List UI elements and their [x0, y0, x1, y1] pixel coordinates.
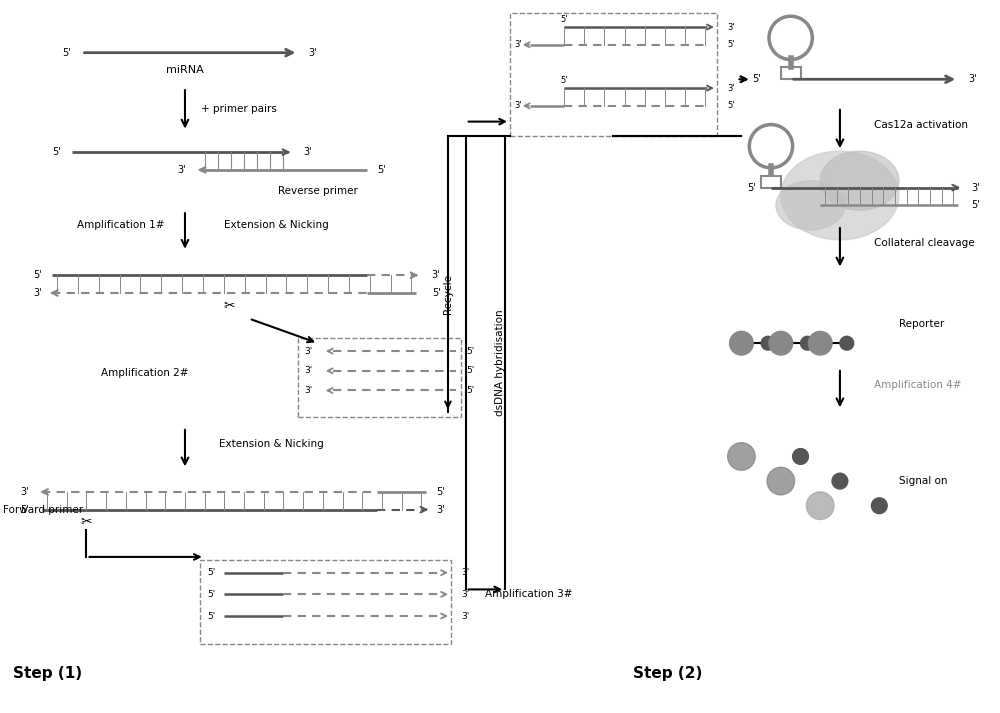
- Text: dsDNA hybridisation: dsDNA hybridisation: [495, 309, 505, 416]
- Text: Extension & Nicking: Extension & Nicking: [224, 220, 329, 230]
- FancyBboxPatch shape: [298, 338, 461, 417]
- Text: 3': 3': [304, 386, 312, 395]
- Text: 3': 3': [462, 590, 470, 599]
- Circle shape: [728, 443, 755, 471]
- Circle shape: [761, 337, 775, 350]
- Text: 3': 3': [972, 183, 980, 193]
- Text: 5': 5': [62, 48, 71, 58]
- Text: 5': 5': [560, 15, 568, 24]
- Text: miRNA: miRNA: [166, 66, 204, 76]
- Text: Forward primer: Forward primer: [3, 505, 83, 515]
- Bar: [781, 68, 801, 79]
- Circle shape: [730, 332, 753, 355]
- Circle shape: [840, 337, 854, 350]
- Circle shape: [767, 467, 795, 495]
- Text: Extension & Nicking: Extension & Nicking: [219, 438, 324, 448]
- Text: Step (1): Step (1): [13, 666, 82, 681]
- Text: Amplification 4#: Amplification 4#: [874, 379, 962, 389]
- Text: 3': 3': [437, 505, 445, 515]
- Text: 3': 3': [309, 48, 317, 58]
- Text: 5': 5': [437, 487, 445, 497]
- Text: 5': 5': [466, 366, 475, 375]
- Text: 3': 3': [728, 83, 735, 93]
- Text: 5': 5': [560, 76, 568, 85]
- Text: 5': 5': [752, 74, 761, 84]
- Text: Signal on: Signal on: [899, 476, 948, 486]
- Text: Cas12a activation: Cas12a activation: [874, 120, 968, 130]
- Text: 3': 3': [432, 270, 440, 280]
- Ellipse shape: [820, 151, 899, 210]
- Text: + primer pairs: + primer pairs: [201, 104, 277, 114]
- Text: ✂: ✂: [223, 299, 235, 313]
- Text: 5': 5': [432, 288, 440, 298]
- Text: 3': 3': [462, 568, 470, 578]
- Text: Amplification 3#: Amplification 3#: [485, 590, 573, 600]
- Text: 3': 3': [728, 23, 735, 31]
- Text: 5': 5': [53, 147, 61, 157]
- FancyBboxPatch shape: [510, 14, 717, 136]
- Text: 3': 3': [178, 165, 186, 175]
- Text: 3': 3': [514, 101, 522, 111]
- Circle shape: [808, 332, 832, 355]
- Text: 3': 3': [304, 366, 312, 375]
- Circle shape: [793, 448, 808, 464]
- Bar: [761, 176, 781, 188]
- Text: 5': 5': [207, 568, 216, 578]
- Text: Reverse primer: Reverse primer: [278, 185, 358, 195]
- Circle shape: [769, 332, 793, 355]
- Ellipse shape: [781, 151, 899, 240]
- Text: Collateral cleavage: Collateral cleavage: [874, 237, 975, 247]
- Text: Amplification 1#: Amplification 1#: [77, 220, 164, 230]
- Circle shape: [806, 492, 834, 520]
- Ellipse shape: [776, 180, 845, 230]
- Text: 3': 3': [304, 347, 312, 356]
- Text: 5': 5': [747, 183, 756, 193]
- Text: 5': 5': [466, 386, 475, 395]
- Text: 3': 3': [304, 147, 312, 157]
- Text: ✂: ✂: [81, 515, 92, 530]
- FancyBboxPatch shape: [200, 560, 451, 644]
- Text: 5': 5': [207, 612, 216, 620]
- Circle shape: [801, 337, 814, 350]
- Text: 5': 5': [207, 590, 216, 599]
- Text: 5': 5': [20, 505, 29, 515]
- Circle shape: [871, 498, 887, 513]
- Text: 3': 3': [20, 487, 29, 497]
- Circle shape: [832, 473, 848, 489]
- Text: 3': 3': [969, 74, 977, 84]
- Text: 5': 5': [728, 41, 735, 49]
- Text: 3': 3': [33, 288, 42, 298]
- Text: 3': 3': [514, 41, 522, 49]
- Text: Recycle: Recycle: [443, 274, 453, 314]
- Text: 5': 5': [33, 270, 42, 280]
- Text: 3': 3': [462, 612, 470, 620]
- Text: 5': 5': [466, 347, 475, 356]
- Text: Amplification 2#: Amplification 2#: [101, 368, 189, 378]
- Text: 5': 5': [971, 200, 980, 210]
- Text: 5': 5': [378, 165, 386, 175]
- Text: 5': 5': [728, 101, 735, 111]
- Text: Reporter: Reporter: [899, 319, 944, 329]
- Text: Step (2): Step (2): [633, 666, 702, 681]
